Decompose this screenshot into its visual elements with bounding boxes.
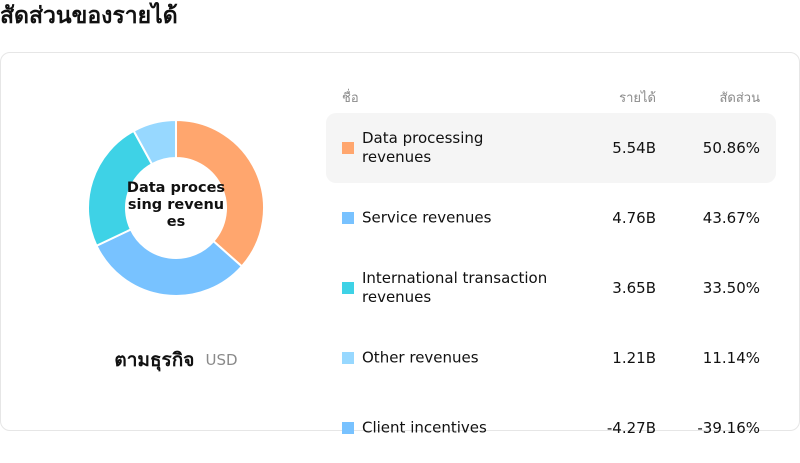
donut-chart: Data processing revenues: [86, 118, 266, 298]
table-row[interactable]: Data processing revenues 5.54B 50.86%: [326, 113, 776, 183]
caption-segment: ตามธุรกิจ: [114, 349, 195, 371]
header-share: สัดส่วน: [719, 91, 761, 106]
legend-swatch: [342, 282, 354, 294]
table-row[interactable]: International transaction revenues 3.65B…: [326, 253, 776, 323]
revenue-breakdown-card: Data processing revenues ตามธุรกิจ USD ช…: [0, 52, 800, 437]
row-name: Other revenues: [362, 348, 479, 367]
donut-slice-3[interactable]: [132, 118, 177, 166]
row-name: Data processing revenues: [362, 129, 484, 166]
row-share: 33.50%: [702, 279, 760, 297]
donut-slice-0[interactable]: [175, 118, 265, 268]
legend-swatch: [342, 142, 354, 154]
row-revenue: -4.27B: [606, 419, 656, 437]
row-share: 43.67%: [702, 209, 760, 227]
legend-swatch: [342, 212, 354, 224]
donut-svg: [87, 118, 265, 297]
caption-currency: USD: [205, 351, 238, 369]
table-row[interactable]: Client incentives -4.27B -39.16%: [326, 393, 776, 463]
page-title: สัดส่วนของรายได้: [0, 3, 178, 29]
donut-slice-2[interactable]: [87, 129, 154, 248]
row-share: 50.86%: [702, 139, 760, 157]
header-revenue: รายได้: [619, 91, 656, 106]
legend-swatch: [342, 422, 354, 434]
header-name: ชื่อ: [342, 91, 359, 106]
table-row[interactable]: Service revenues 4.76B 43.67%: [326, 183, 776, 253]
row-revenue: 4.76B: [612, 209, 656, 227]
donut-center-label: Data processing revenues: [126, 180, 226, 230]
table-row[interactable]: Other revenues 1.21B 11.14%: [326, 323, 776, 393]
row-revenue: 5.54B: [612, 139, 656, 157]
row-share: -39.16%: [697, 419, 760, 437]
row-name: Client incentives: [362, 418, 487, 437]
row-name: Service revenues: [362, 208, 492, 227]
donut-slice-1[interactable]: [95, 228, 244, 297]
row-name: International transaction revenues: [362, 269, 548, 306]
revenue-table: ชื่อ รายได้ สัดส่วน Data processing reve…: [326, 83, 776, 463]
row-revenue: 3.65B: [612, 279, 656, 297]
row-share: 11.14%: [702, 349, 760, 367]
chart-caption: ตามธุรกิจ USD: [1, 345, 351, 375]
legend-swatch: [342, 352, 354, 364]
row-revenue: 1.21B: [612, 349, 656, 367]
table-header: ชื่อ รายได้ สัดส่วน: [326, 83, 776, 113]
